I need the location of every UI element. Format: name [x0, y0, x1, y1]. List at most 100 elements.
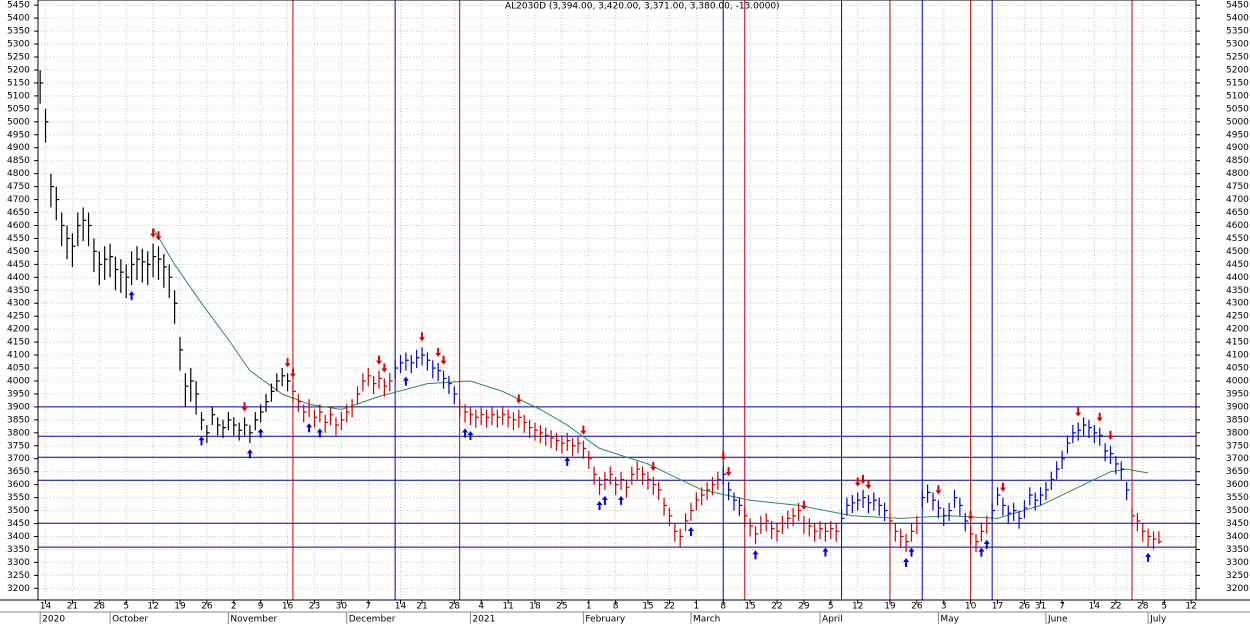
y-tick-label: 3450: [7, 519, 30, 529]
y-tick-label: 5400: [7, 14, 30, 24]
x-tick-label: 11: [502, 602, 513, 612]
sell-arrow: [725, 467, 732, 477]
y-tick-label: 4050: [1226, 364, 1249, 374]
x-tick-label: 7: [365, 602, 371, 612]
y-tick-label: 3800: [1226, 428, 1249, 438]
y-tick-label: 4500: [7, 247, 30, 257]
y-tick-label: 3250: [7, 571, 30, 581]
x-tick-label: 28: [94, 602, 106, 612]
y-tick-label: 4150: [1226, 338, 1249, 348]
y-tick-label: 4500: [1226, 247, 1249, 257]
y-tick-label: 5350: [1226, 27, 1249, 37]
y-tick-label: 5150: [7, 78, 30, 88]
y-tick-label: 5450: [1226, 1, 1249, 11]
sell-arrow: [854, 477, 861, 487]
y-tick-label: 3750: [7, 441, 30, 451]
y-tick-label: 5100: [1226, 91, 1249, 101]
y-tick-label: 5300: [1226, 40, 1249, 50]
sell-arrow: [284, 358, 291, 368]
sell-arrow: [650, 461, 657, 471]
y-tick-label: 5200: [1226, 65, 1249, 75]
x-tick-label: 8: [720, 602, 726, 612]
y-tick-label: 3700: [7, 454, 30, 464]
buy-arrow: [467, 431, 474, 441]
x-tick-label: 12: [1185, 602, 1196, 612]
x-tick-label: 22: [1110, 602, 1121, 612]
buy-arrow: [316, 428, 323, 438]
y-tick-label: 4750: [7, 182, 30, 192]
y-tick-label: 4700: [1226, 195, 1249, 205]
y-tick-label: 4900: [7, 143, 30, 153]
sell-arrow: [150, 228, 157, 238]
y-tick-label: 4750: [1226, 182, 1249, 192]
y-tick-label: 5050: [7, 104, 30, 114]
month-label: December: [349, 615, 396, 624]
y-tick-label: 5450: [7, 1, 30, 11]
buy-arrow: [1145, 552, 1152, 562]
y-tick-label: 3250: [1226, 571, 1249, 581]
month-label: October: [112, 615, 148, 624]
y-tick-label: 5350: [7, 27, 30, 37]
buy-arrow: [257, 428, 264, 438]
y-tick-label: 4900: [1226, 143, 1249, 153]
y-tick-label: 4200: [1226, 325, 1249, 335]
x-tick-label: 30: [336, 602, 348, 612]
sell-arrow: [720, 451, 727, 461]
sell-arrow: [865, 480, 872, 490]
month-label: 2020: [42, 615, 65, 624]
y-tick-label: 4850: [7, 156, 30, 166]
sell-arrow: [999, 482, 1006, 492]
y-tick-label: 4000: [7, 376, 30, 386]
sell-arrow: [1096, 412, 1103, 422]
month-label: November: [230, 615, 277, 624]
y-tick-label: 5150: [1226, 78, 1249, 88]
y-tick-label: 4100: [7, 351, 30, 361]
month-label: June: [1047, 615, 1068, 624]
y-tick-label: 5250: [7, 53, 30, 63]
y-tick-label: 5400: [1226, 14, 1249, 24]
y-tick-label: 4250: [1226, 312, 1249, 322]
x-tick-label: 19: [884, 602, 896, 612]
x-tick-label: 5: [1161, 602, 1167, 612]
x-tick-label: 14: [395, 602, 407, 612]
buy-arrow: [402, 376, 409, 386]
buy-arrow: [564, 456, 571, 466]
x-tick-label: 22: [771, 602, 782, 612]
y-tick-label: 3350: [1226, 545, 1249, 555]
y-tick-label: 3500: [1226, 506, 1249, 516]
y-tick-label: 5000: [1226, 117, 1249, 127]
y-tick-label: 3550: [1226, 493, 1249, 503]
y-tick-label: 3950: [7, 389, 30, 399]
y-tick-label: 4150: [7, 338, 30, 348]
x-tick-label: 14: [40, 602, 52, 612]
x-tick-label: 10: [965, 602, 977, 612]
y-tick-label: 4950: [1226, 130, 1249, 140]
y-tick-label: 4550: [1226, 234, 1249, 244]
y-tick-label: 3300: [1226, 558, 1249, 568]
y-tick-label: 4600: [1226, 221, 1249, 231]
y-tick-label: 4050: [7, 364, 30, 374]
sell-arrow: [155, 231, 162, 241]
month-label: April: [822, 615, 843, 624]
y-tick-label: 3950: [1226, 389, 1249, 399]
y-tick-label: 3850: [7, 415, 30, 425]
x-tick-label: 15: [642, 602, 653, 612]
y-tick-label: 3900: [7, 402, 30, 412]
y-tick-label: 5050: [1226, 104, 1249, 114]
x-tick-label: 9: [258, 602, 264, 612]
buy-arrow: [908, 547, 915, 557]
x-tick-label: 15: [744, 602, 755, 612]
sell-arrow: [860, 474, 867, 484]
y-tick-label: 4400: [7, 273, 30, 283]
sell-arrow: [440, 355, 447, 365]
y-tick-label: 5250: [1226, 53, 1249, 63]
sell-arrow: [1075, 407, 1082, 417]
x-tick-label: 21: [67, 602, 78, 612]
x-tick-label: 1: [586, 602, 592, 612]
y-tick-label: 5000: [7, 117, 30, 127]
sell-arrow: [800, 500, 807, 510]
x-tick-label: 19: [174, 602, 186, 612]
y-tick-label: 4350: [7, 286, 30, 296]
